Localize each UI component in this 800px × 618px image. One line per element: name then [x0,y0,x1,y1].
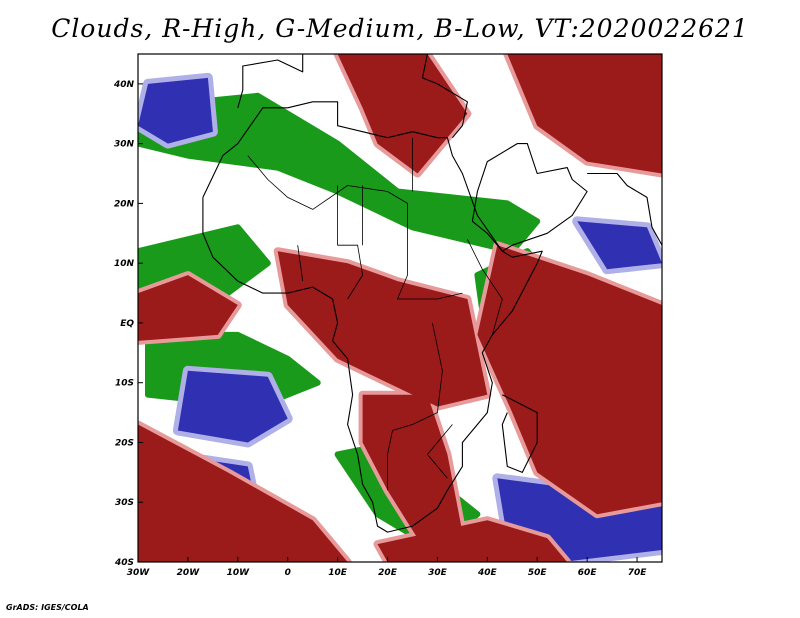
lon-tick-label: 50E [528,568,548,578]
medium-cloud-atlantic-green-east [138,224,271,297]
map-title: Clouds, R-High, G-Medium, B-Low, VT:2020… [51,14,749,43]
country-border-1 [337,185,364,300]
coastline-0 [202,101,543,533]
lat-tick-label: 10S [115,379,134,389]
lon-tick-label: 30W [127,568,151,578]
coastline-1 [501,394,538,473]
coastline-3 [471,143,588,252]
low-cloud-st-helena-low-clouds [177,370,288,443]
lat-tick-label: 40N [113,80,135,90]
low-cloud-arabian-low [577,221,662,270]
lat-tick-label: 10N [114,259,135,269]
cloud-layers [138,54,662,562]
coastline-4 [237,54,304,108]
lat-tick-label: 40S [114,558,134,568]
lon-tick-label: 30E [428,568,448,578]
country-border-5 [387,322,443,491]
country-border-6 [426,424,453,479]
credit-label: GrADS: IGES/COLA [6,603,89,612]
lat-tick-label: 20N [114,199,135,209]
high-cloud-north-africa-jet [337,54,468,174]
lat-tick-label: 30N [114,140,135,150]
lat-tick-label: EQ [120,319,134,329]
coastline-2 [421,54,468,139]
high-cloud-southern-ocean-band [377,520,568,562]
lon-tick-label: 20W [177,568,201,578]
high-cloud-south-atlantic-band [138,424,348,562]
coastlines [202,54,662,533]
high-cloud-central-africa-high [277,251,488,407]
low-cloud-azores-low-clouds [138,77,213,144]
high-cloud-indian-ocean-high [477,245,662,515]
country-border-0 [247,155,463,300]
lon-tick-label: 60E [578,568,598,578]
lon-tick-label: 40E [477,568,498,578]
country-border-2 [297,245,304,282]
high-cloud-middle-east-high [507,54,662,174]
high-cloud-atlantic-west [138,275,238,341]
lon-tick-label: 0 [285,568,291,578]
lon-tick-label: 10W [227,568,251,578]
lat-tick-label: 30S [115,498,134,508]
lat-tick-label: 20S [115,438,134,448]
high-cloud-southern-africa-high [362,394,463,539]
country-border-7 [467,239,503,336]
lon-tick-label: 70E [628,568,648,578]
coastline-5 [587,172,662,246]
lon-tick-label: 20E [378,568,398,578]
lon-tick-label: 10E [328,568,348,578]
plot-frame [137,53,663,563]
